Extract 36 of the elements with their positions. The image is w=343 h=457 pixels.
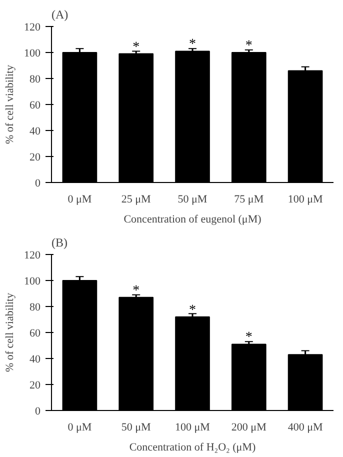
annotation: * — [189, 302, 196, 318]
y-tick-label: 0 — [35, 178, 41, 190]
x-tick-label: 0 μM — [68, 194, 92, 206]
y-tick-label: 100 — [24, 276, 41, 288]
y-tick-label: 120 — [24, 22, 41, 34]
y-tick-label: 0 — [35, 406, 41, 418]
annotation: * — [132, 40, 140, 55]
y-tick-label: 60 — [30, 328, 41, 340]
y-tick-label: 60 — [30, 100, 41, 112]
y-tick-label: 20 — [30, 152, 41, 164]
y-tick-label: 80 — [30, 74, 41, 86]
x-tick-label: 50 μM — [121, 422, 152, 434]
x-tick-label: 100 μM — [288, 194, 323, 206]
x-tick-label: 400 μM — [288, 422, 323, 434]
x-tick-label: 200 μM — [231, 422, 267, 434]
x-tick-label: 25 μM — [121, 194, 152, 206]
y-tick-label: 80 — [30, 302, 41, 314]
y-tick-label: 120 — [24, 250, 41, 262]
annotation: * — [245, 38, 252, 54]
annotation: * — [189, 37, 196, 52]
y-tick-label: 40 — [30, 354, 41, 366]
y-axis-title: % of cell viability — [4, 64, 16, 144]
x-tick-label: 0 μM — [68, 422, 92, 434]
chart-title: (B) — [52, 236, 68, 250]
annotation: * — [132, 283, 140, 298]
y-tick-label: 20 — [30, 380, 41, 392]
x-tick-label: 100 μM — [175, 422, 210, 434]
annotation: * — [245, 330, 252, 346]
x-tick-label: 50 μM — [178, 194, 208, 206]
y-tick-label: 100 — [24, 48, 41, 60]
x-axis-title: Concentration of H₂O₂ (μM) — [129, 442, 256, 454]
y-axis-title: % of cell viability — [4, 292, 16, 372]
x-tick-label: 75 μM — [234, 194, 264, 206]
chart-title: (A) — [52, 8, 68, 22]
x-axis-title: Concentration of eugenol (μM) — [124, 214, 262, 226]
y-tick-label: 40 — [30, 126, 41, 138]
